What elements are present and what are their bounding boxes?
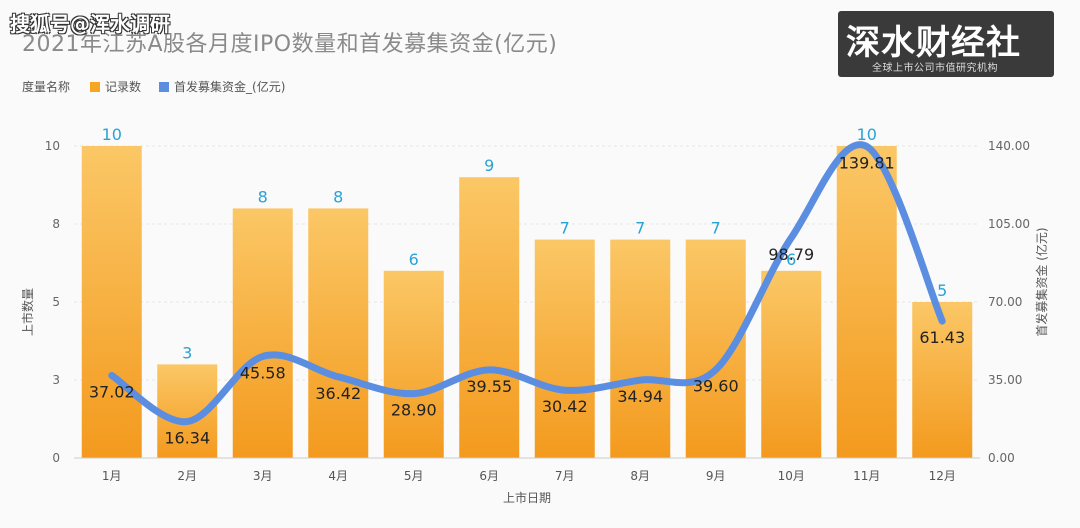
bar	[81, 146, 142, 458]
x-tick-label: 11月	[853, 469, 880, 483]
y2-axis-title: 首发募集资金 (亿元)	[1034, 227, 1049, 336]
bar-value-label: 8	[333, 187, 343, 206]
line-point	[562, 388, 567, 393]
brand-logo-main: 深水财经社	[846, 15, 1021, 64]
line-value-label: 28.90	[391, 401, 437, 420]
x-tick-label: 7月	[555, 469, 575, 483]
bars-group	[81, 146, 973, 458]
left-tick-label: 8	[52, 217, 60, 231]
right-tick-label: 70.00	[988, 295, 1022, 309]
brand-logo-sub: 全球上市公司市值研究机构	[872, 63, 998, 74]
bar	[534, 239, 595, 458]
line-value-label: 34.94	[617, 387, 663, 406]
legend-title: 度量名称	[22, 80, 71, 94]
bar-value-label: 6	[786, 250, 796, 269]
line-point	[260, 354, 265, 359]
bar-value-label: 7	[711, 219, 721, 238]
bar	[610, 239, 671, 458]
line-point	[713, 367, 718, 372]
axes-group: 0 3 5 8 10 0.00 35.00 70.00 105.00 140.00 1月 2月 3月 4月…	[20, 139, 1049, 505]
bar-value-label: 6	[409, 250, 419, 269]
line-point	[336, 374, 341, 379]
line-value-label: 37.02	[89, 382, 135, 401]
line-value-label: 139.81	[839, 153, 895, 172]
bar-value-label: 7	[635, 219, 645, 238]
x-tick-label: 5月	[404, 469, 424, 483]
x-tick-label: 1月	[102, 469, 122, 483]
line-value-label: 39.55	[466, 377, 512, 396]
brand-logo-name: 深水财经社	[846, 23, 1021, 63]
legend-item-bar[interactable]: 记录数	[90, 78, 141, 95]
bar-value-label: 10	[102, 125, 122, 144]
line-point	[487, 367, 492, 372]
line-value-label: 45.58	[240, 363, 286, 382]
legend-line-swatch	[159, 81, 170, 92]
chart-legend: 度量名称 记录数 首发募集资金_(亿元)	[22, 78, 295, 95]
labels-group: 10 3 8 8 6 9 7 7 7 6 10 5 37.02 16.34 45.58 36.42 28.90 3…	[89, 125, 965, 448]
bar	[232, 208, 293, 458]
x-tick-label: 6月	[479, 469, 499, 483]
line-value-label: 36.42	[315, 384, 361, 403]
bar	[383, 270, 444, 458]
x-tick-label: 2月	[177, 469, 197, 483]
bar-value-label: 7	[560, 219, 570, 238]
right-tick-label: 140.00	[988, 139, 1030, 153]
x-tick-label: 12月	[929, 469, 956, 483]
legend-item-line[interactable]: 首发募集资金_(亿元)	[159, 78, 285, 95]
bar	[685, 239, 746, 458]
y-axis-title: 上市数量	[20, 288, 35, 336]
bar-value-label: 8	[258, 187, 268, 206]
x-tick-label: 9月	[706, 469, 726, 483]
chart-title: 2021年江苏A股各月度IPO数量和首发募集资金(亿元)	[22, 32, 558, 57]
line-point	[185, 419, 190, 424]
bar-value-label: 10	[857, 125, 877, 144]
left-tick-label: 10	[45, 139, 60, 153]
bar	[308, 208, 369, 458]
right-tick-label: 105.00	[988, 217, 1030, 231]
bar-value-label: 9	[484, 156, 494, 175]
legend-bar-swatch	[90, 81, 101, 92]
left-tick-label: 0	[52, 451, 60, 465]
line-value-label: 30.42	[542, 397, 588, 416]
watermark-text: 搜狐号@浑水调研	[10, 12, 170, 36]
line-point	[864, 144, 869, 149]
right-tick-label: 0.00	[988, 451, 1015, 465]
bar	[912, 302, 973, 458]
line-point	[940, 319, 945, 324]
line-value-label: 16.34	[164, 429, 210, 448]
x-tick-label: 4月	[328, 469, 348, 483]
brand-logo: 深水财经社 全球上市公司市值研究机构	[838, 11, 1054, 77]
bar-value-label: 5	[937, 281, 947, 300]
x-axis-title: 上市日期	[503, 490, 551, 505]
line-point	[109, 373, 114, 378]
left-tick-label: 3	[52, 373, 60, 387]
bar	[836, 146, 897, 458]
x-tick-label: 8月	[630, 469, 650, 483]
bar	[459, 177, 520, 458]
bar-value-label: 3	[182, 343, 192, 362]
x-tick-label: 10月	[778, 469, 805, 483]
bar	[761, 270, 822, 458]
line-point	[789, 235, 794, 240]
right-tick-label: 35.00	[988, 373, 1022, 387]
line-value-label: 39.60	[693, 377, 739, 396]
left-tick-label: 5	[52, 295, 60, 309]
line-point	[411, 391, 416, 396]
legend-line-label: 首发募集资金_(亿元)	[174, 80, 286, 94]
x-tick-label: 3月	[253, 469, 273, 483]
legend-bar-label: 记录数	[105, 80, 142, 94]
line-value-label: 61.43	[919, 328, 965, 347]
line-value-label: 98.79	[768, 245, 814, 264]
line-point	[638, 378, 643, 383]
